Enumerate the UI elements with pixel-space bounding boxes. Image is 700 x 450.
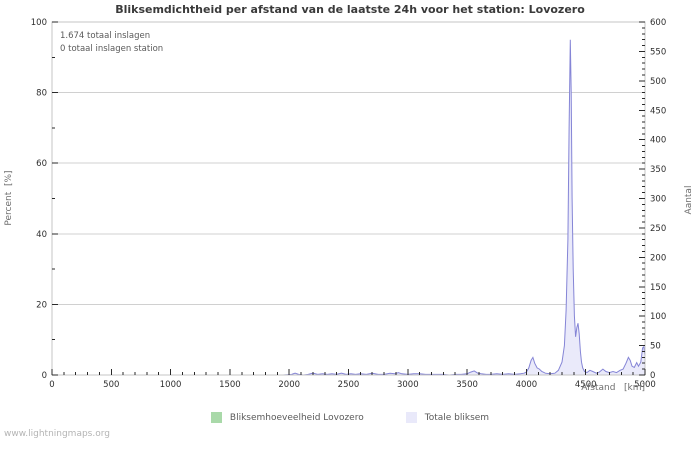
total-strikes-text: 1.674 totaal inslagen xyxy=(60,31,151,41)
svg-text:80: 80 xyxy=(36,89,47,99)
legend-swatch-station xyxy=(210,412,222,423)
svg-text:150: 150 xyxy=(650,283,666,293)
svg-text:100: 100 xyxy=(31,18,47,28)
svg-text:4000: 4000 xyxy=(516,380,538,390)
svg-text:40: 40 xyxy=(36,230,47,240)
svg-text:20: 20 xyxy=(36,300,47,310)
svg-text:1500: 1500 xyxy=(219,380,241,390)
svg-text:200: 200 xyxy=(650,253,666,263)
svg-text:60: 60 xyxy=(36,159,47,169)
svg-text:450: 450 xyxy=(650,106,666,116)
svg-text:5000: 5000 xyxy=(634,380,656,390)
chart-title: Bliksemdichtheid per afstand van de laat… xyxy=(115,3,585,16)
svg-text:100: 100 xyxy=(650,312,666,322)
legend-swatch-total xyxy=(405,412,417,423)
svg-text:0: 0 xyxy=(650,371,655,381)
legend-item-station: Bliksemhoeveelheid Lovozero xyxy=(210,412,364,423)
station-strikes-text: 0 totaal inslagen station xyxy=(60,44,164,54)
svg-text:3500: 3500 xyxy=(456,380,478,390)
watermark: www.lightningmaps.org xyxy=(4,429,110,439)
svg-text:2500: 2500 xyxy=(338,380,360,390)
svg-text:500: 500 xyxy=(650,77,666,87)
svg-text:600: 600 xyxy=(650,18,666,28)
svg-text:550: 550 xyxy=(650,47,666,57)
svg-text:300: 300 xyxy=(650,195,666,205)
legend-label-station: Bliksemhoeveelheid Lovozero xyxy=(229,412,364,423)
svg-text:50: 50 xyxy=(650,342,661,352)
svg-text:250: 250 xyxy=(650,224,666,234)
legend-item-total: Totale bliksem xyxy=(405,412,490,423)
legend-label-total: Totale bliksem xyxy=(424,412,490,423)
svg-text:400: 400 xyxy=(650,136,666,146)
svg-text:4500: 4500 xyxy=(575,380,597,390)
legend: Bliksemhoeveelheid Lovozero Totale bliks… xyxy=(0,412,700,423)
svg-text:0: 0 xyxy=(42,371,47,381)
svg-text:350: 350 xyxy=(650,165,666,175)
x-axis-title: Afstand [km] xyxy=(581,383,645,393)
right-axis-title: Aantal xyxy=(684,185,694,215)
totals-annotation: 1.674 totaal inslagen 0 totaal inslagen … xyxy=(60,30,163,56)
left-axis-title: Percent [%] xyxy=(4,170,14,226)
svg-text:2000: 2000 xyxy=(278,380,300,390)
svg-text:3000: 3000 xyxy=(397,380,419,390)
svg-text:1000: 1000 xyxy=(160,380,182,390)
svg-text:500: 500 xyxy=(103,380,119,390)
svg-text:0: 0 xyxy=(49,380,54,390)
